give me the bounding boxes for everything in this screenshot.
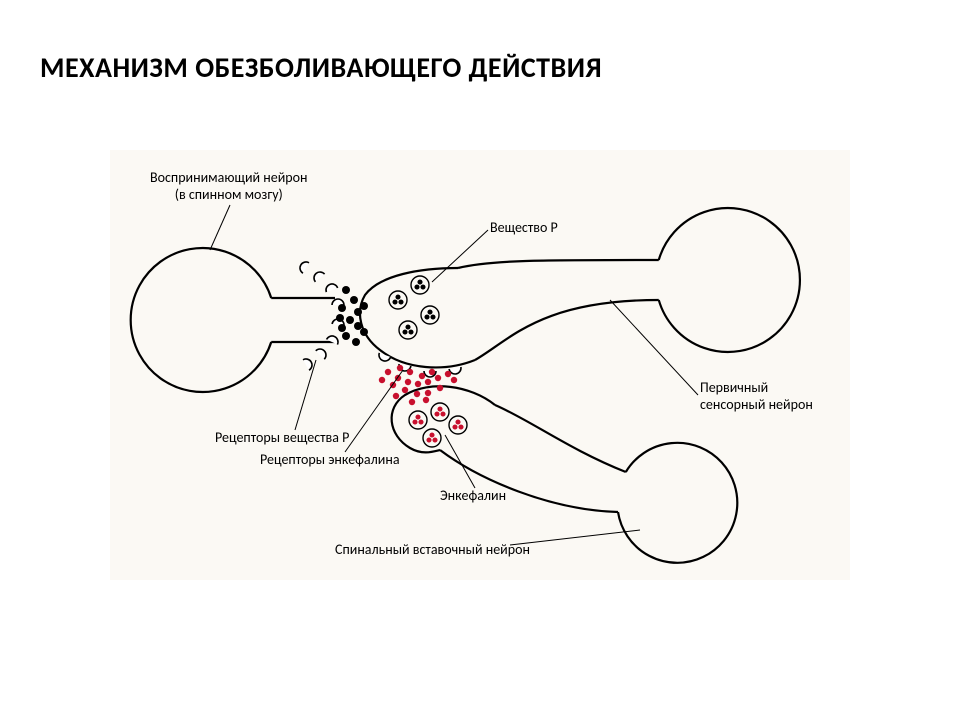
label-primary-sensory: Первичный сенсорный нейрон <box>700 380 813 414</box>
page-title: МЕХАНИЗМ ОБЕЗБОЛИВАЮЩЕГО ДЕЙСТВИЯ <box>40 50 602 85</box>
label-receptors-p: Рецепторы вещества Р <box>215 430 349 447</box>
label-receptors-enk: Рецепторы энкефалина <box>260 452 400 469</box>
label-spinal-interneuron: Спинальный вставочный нейрон <box>335 542 530 559</box>
label-receiving-neuron: Воспринимающий нейрон (в спинном мозгу) <box>150 170 308 204</box>
diagram: Воспринимающий нейрон (в спинном мозгу) … <box>110 150 850 580</box>
label-substance-p: Вещество Р <box>490 220 558 237</box>
label-enkephalin: Энкефалин <box>440 488 506 505</box>
